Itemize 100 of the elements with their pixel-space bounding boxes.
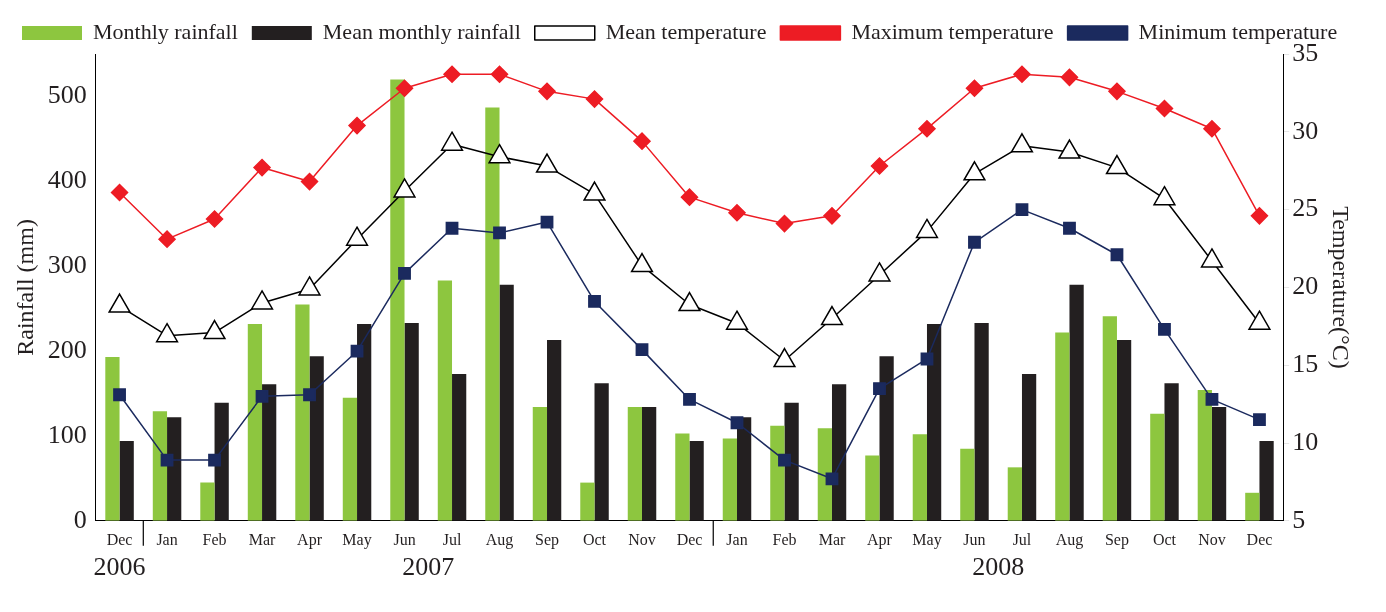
bar xyxy=(1021,373,1037,521)
x-tick-label: Aug xyxy=(1055,530,1084,549)
bar xyxy=(831,384,847,521)
x-tick-label: Dec xyxy=(1246,530,1273,548)
x-tick-label: Sep xyxy=(535,530,560,549)
bar xyxy=(1211,407,1227,521)
y-axis-title: Rainfall (mm) xyxy=(11,219,38,356)
bar xyxy=(912,434,927,521)
point xyxy=(778,453,791,467)
bar xyxy=(105,357,120,521)
bar xyxy=(357,323,372,521)
point xyxy=(968,235,981,249)
bar xyxy=(1259,441,1274,521)
bar xyxy=(960,448,975,521)
bar xyxy=(404,323,419,521)
bar xyxy=(627,407,642,521)
y2-tick-label: 20 xyxy=(1292,271,1319,301)
point xyxy=(255,389,269,403)
x-tick-label: Nov xyxy=(1198,530,1226,548)
y-tick-label: 100 xyxy=(47,419,87,449)
bar xyxy=(675,433,690,521)
bar xyxy=(722,438,737,521)
legend-label: Minimum temperature xyxy=(1138,18,1338,44)
x-tick-label: Apr xyxy=(297,530,323,549)
point xyxy=(730,416,744,430)
bar xyxy=(770,425,785,521)
text: 2007 xyxy=(402,551,455,581)
point xyxy=(918,119,936,138)
point xyxy=(1253,413,1266,427)
x-tick-label: Feb xyxy=(202,530,227,548)
bar xyxy=(452,373,467,521)
point xyxy=(158,230,176,248)
y-tick-label: 200 xyxy=(47,334,87,364)
bar xyxy=(879,356,894,521)
bar xyxy=(532,407,548,521)
point xyxy=(538,82,556,101)
bar xyxy=(1116,340,1132,521)
bar xyxy=(1150,413,1165,521)
x-tick-label: Oct xyxy=(582,530,607,548)
point xyxy=(490,65,509,83)
point xyxy=(445,221,459,235)
x-tick-label: Jan xyxy=(726,530,748,548)
point xyxy=(443,65,461,83)
bar xyxy=(1007,467,1022,521)
point xyxy=(113,388,126,402)
bar xyxy=(295,304,310,521)
point xyxy=(633,132,651,150)
bar xyxy=(547,340,562,521)
bar xyxy=(817,428,832,521)
point xyxy=(253,158,271,177)
bar xyxy=(1164,383,1179,521)
bar xyxy=(152,411,168,521)
y2-tick-label: 10 xyxy=(1292,426,1319,456)
bar xyxy=(1102,316,1117,521)
x-tick-label: Jul xyxy=(442,530,462,548)
bar xyxy=(689,441,704,521)
bar xyxy=(926,323,942,521)
bar xyxy=(737,417,752,521)
point xyxy=(588,295,601,308)
bar xyxy=(119,441,134,521)
x-tick-label: Mar xyxy=(248,530,277,548)
point xyxy=(1060,68,1079,87)
point xyxy=(635,343,649,357)
bar xyxy=(580,482,595,521)
x-tick-label: May xyxy=(342,530,372,549)
point xyxy=(1250,207,1269,225)
bar xyxy=(390,79,405,521)
x-tick-label: May xyxy=(912,530,942,549)
legend-label: Mean temperature xyxy=(605,18,767,44)
bar xyxy=(167,417,182,521)
point xyxy=(300,172,319,191)
x-tick-label: Jun xyxy=(393,530,416,548)
bar xyxy=(1245,492,1260,521)
bar xyxy=(594,383,609,521)
point xyxy=(965,79,984,97)
point xyxy=(350,344,364,358)
point xyxy=(585,90,604,108)
point xyxy=(395,79,414,97)
bar xyxy=(247,323,263,521)
x-tick-label: Oct xyxy=(1152,530,1177,548)
point xyxy=(1205,393,1219,406)
point xyxy=(493,226,506,240)
legend-label: Maximum temperature xyxy=(851,18,1054,44)
point xyxy=(823,207,841,225)
x-tick-label: Aug xyxy=(485,530,514,549)
point xyxy=(1110,248,1124,262)
x-tick-label: Jun xyxy=(963,530,986,548)
point xyxy=(1063,221,1076,235)
point xyxy=(1015,203,1029,217)
bar xyxy=(214,402,229,521)
point xyxy=(205,210,224,228)
point xyxy=(775,214,794,233)
point xyxy=(683,393,696,406)
x-tick-label: Jan xyxy=(156,530,178,548)
point xyxy=(680,188,699,206)
bar xyxy=(309,356,324,521)
y-tick-label: 500 xyxy=(47,80,87,110)
y2-tick-label: 5 xyxy=(1292,504,1306,534)
point xyxy=(1013,65,1031,83)
bar xyxy=(342,397,358,521)
